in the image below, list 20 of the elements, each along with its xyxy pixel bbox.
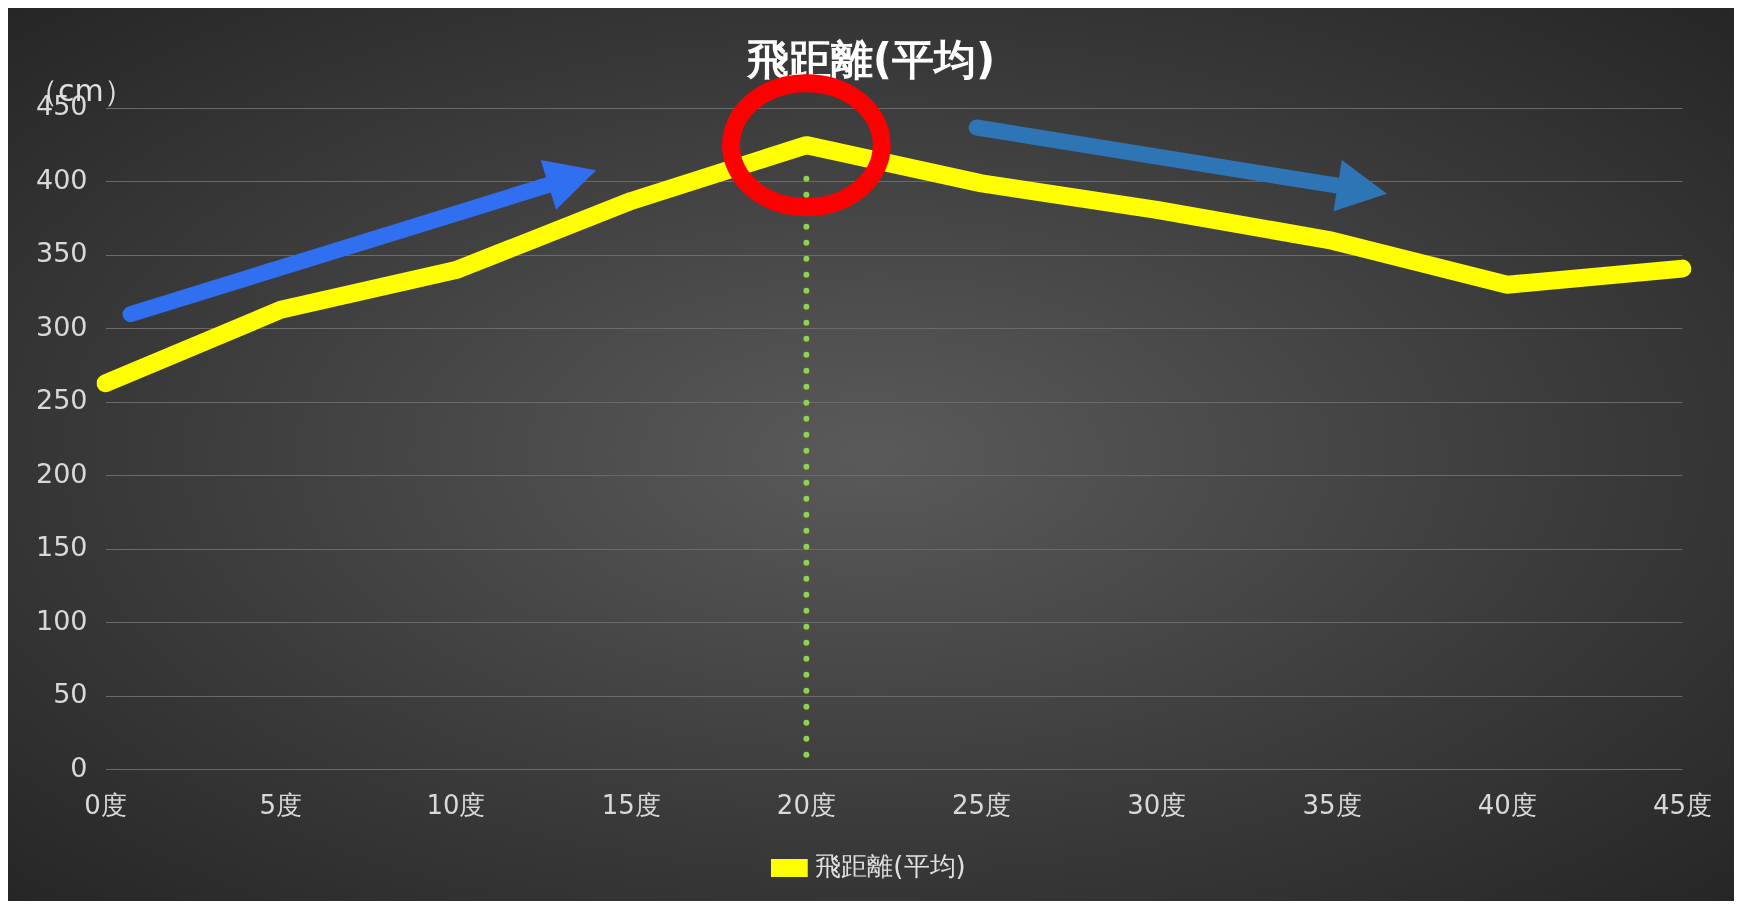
y-tick-label: 200	[35, 457, 88, 489]
x-tick-label: 10度	[426, 790, 486, 821]
x-tick-label: 5度	[259, 790, 303, 821]
x-tick-label: 15度	[601, 790, 661, 821]
x-tick-label: 30度	[1127, 790, 1187, 821]
y-tick-label: 150	[35, 531, 88, 563]
x-tick-label: 35度	[1302, 790, 1362, 821]
legend-label: 飛距離(平均)	[815, 850, 966, 881]
y-tick-label: 350	[35, 237, 88, 269]
y-tick-label: 300	[35, 310, 88, 342]
y-tick-label: 250	[35, 384, 88, 416]
x-tick-label: 40度	[1477, 790, 1537, 821]
y-tick-label: 50	[53, 678, 88, 710]
y-tick-label: 0	[70, 751, 88, 783]
y-tick-label: 100	[35, 604, 88, 636]
x-tick-label: 25度	[952, 790, 1012, 821]
y-tick-label: 400	[35, 163, 88, 195]
x-tick-label: 45度	[1652, 790, 1712, 821]
x-tick-label: 20度	[776, 790, 836, 821]
x-tick-label: 0度	[84, 790, 127, 821]
